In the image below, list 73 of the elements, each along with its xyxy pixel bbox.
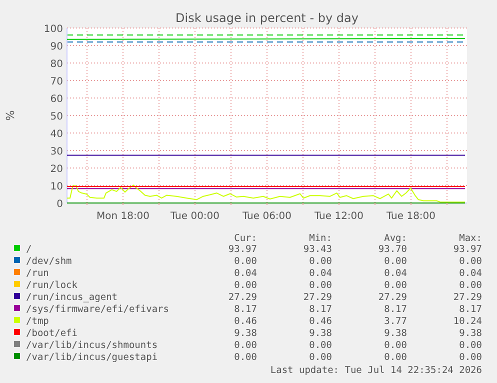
- text: 0.00: [234, 256, 258, 267]
- legend-label: /var/lib/incus/shmounts: [26, 340, 158, 351]
- y-axis-title: %: [4, 110, 17, 121]
- text: 0.00: [459, 352, 482, 363]
- text: 9.38: [459, 328, 482, 339]
- y-tick-label: 30: [50, 146, 63, 158]
- x-tick-label: Tue 00:00: [169, 211, 220, 222]
- legend-label: /run: [26, 268, 49, 279]
- x-tick-label: Mon 18:00: [96, 211, 150, 222]
- y-tick-label: 50: [50, 112, 63, 122]
- text: 93.43: [303, 244, 332, 255]
- x-tick-label: Tue 06:00: [241, 211, 292, 222]
- text: 0.00: [384, 280, 408, 291]
- text: 9.38: [309, 328, 332, 339]
- y-tick-label: 70: [50, 76, 63, 88]
- text: 9.38: [234, 328, 258, 339]
- y-tick-label: 20: [50, 164, 63, 175]
- y-tick-label: 80: [50, 59, 63, 70]
- text: 93.70: [378, 244, 408, 255]
- legend-label: /run/incus_agent: [26, 292, 118, 303]
- text: 0.00: [384, 340, 408, 351]
- text: 0.04: [234, 268, 258, 279]
- y-tick-label: 100: [44, 24, 63, 35]
- text: 0.04: [384, 268, 408, 279]
- text: 0.00: [384, 352, 408, 363]
- y-tick-label: 0: [56, 199, 63, 210]
- text: 0.00: [459, 256, 482, 267]
- legend-label: /dev/shm: [26, 256, 72, 267]
- text: 9.38: [384, 328, 408, 339]
- text: 0.00: [234, 352, 258, 363]
- text: 0.46: [309, 316, 332, 327]
- y-tick-label: 90: [50, 42, 63, 52]
- text: 0.00: [234, 340, 258, 351]
- text: 0.00: [459, 340, 482, 351]
- text: 0.00: [309, 352, 332, 363]
- text: 27.29: [378, 292, 408, 303]
- text: 8.17: [309, 304, 332, 315]
- legend-label: /tmp: [26, 316, 50, 327]
- y-tick-label: 40: [50, 129, 63, 140]
- text: Cur:: [234, 233, 257, 244]
- legend-label: /: [26, 244, 32, 255]
- legend-label: /sys/firmware/efi/efivars: [26, 304, 169, 315]
- text: Min:: [309, 233, 332, 244]
- text: 27.29: [228, 292, 258, 303]
- text: 93.97: [453, 244, 482, 255]
- chart-title: Disk usage in percent - by day: [176, 11, 358, 25]
- legend-label: /var/lib/incus/guestapi: [26, 352, 158, 363]
- text: 10.24: [453, 316, 482, 327]
- text: 0.04: [459, 268, 482, 279]
- x-tick-label: Tue 18:00: [385, 211, 436, 222]
- text: 93.97: [228, 244, 257, 255]
- y-tick-label: 60: [50, 94, 63, 105]
- text: Last update: Tue Jul 14 22:35:24 2026: [270, 365, 482, 376]
- legend-label: /boot/efi: [26, 328, 78, 339]
- text: 0.00: [309, 340, 332, 351]
- text: Avg:: [384, 233, 407, 244]
- text: Max:: [459, 233, 482, 244]
- text: 8.17: [384, 304, 407, 315]
- x-tick-label: Tue 12:00: [313, 211, 364, 222]
- text: 0.00: [459, 280, 482, 291]
- text: 0.00: [234, 280, 258, 291]
- text: 0.00: [309, 280, 332, 291]
- text: 0.00: [309, 256, 332, 267]
- text: 27.29: [303, 292, 332, 303]
- text: 3.77: [384, 316, 407, 327]
- text: 8.17: [234, 304, 257, 315]
- text: 8.17: [459, 304, 482, 315]
- text: 0.04: [309, 268, 332, 279]
- text: 0.00: [384, 256, 408, 267]
- legend-label: /run/lock: [26, 280, 78, 291]
- y-tick-label: 10: [50, 182, 63, 192]
- text: 0.46: [234, 316, 258, 327]
- text: 27.29: [453, 292, 482, 303]
